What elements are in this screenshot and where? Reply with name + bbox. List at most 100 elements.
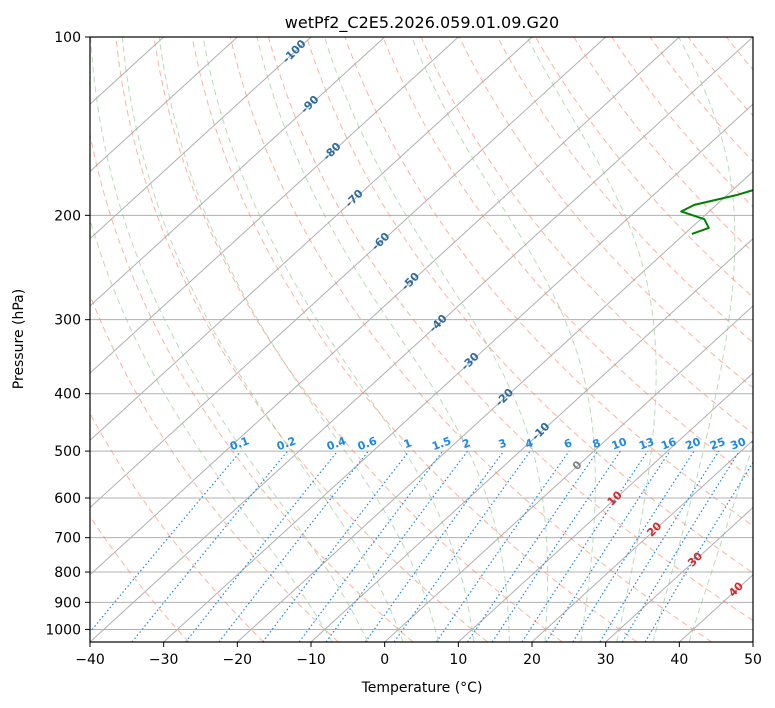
moist-adiabat [256, 37, 510, 642]
mixing-ratio-line [467, 450, 599, 642]
mixing-ratio-line [185, 450, 339, 642]
dry-adiabat [153, 37, 563, 642]
isotherm-line [90, 37, 607, 509]
isotherm-line [90, 37, 680, 576]
dry-adiabat [687, 37, 753, 117]
y-tick-label: 900 [54, 595, 81, 611]
mixing-ratio-line [572, 450, 695, 642]
mixing-ratio-line [621, 450, 740, 642]
axes: −40 −30 −20 −10 0 10 20 30 40 50 1000 900 800 700 600 5… [45, 30, 762, 668]
isotherm-line [90, 37, 238, 173]
mixing-ratio-label: 3 [497, 436, 509, 451]
isotherm-line [90, 37, 386, 307]
moist-adiabat [688, 443, 753, 642]
dry-adiabat [573, 37, 753, 253]
chart-title: wetPf2_C2E5.2026.059.01.09.G20 [285, 13, 559, 33]
dry-adiabat [191, 37, 638, 642]
dry-adiabat [90, 515, 190, 642]
isotherm-line [236, 170, 753, 642]
y-tick-label: 700 [54, 531, 81, 547]
plot-frame [89, 36, 754, 643]
x-tick-label: −10 [296, 652, 326, 668]
moist-adiabat [121, 37, 404, 642]
moist-adiabat [90, 217, 333, 642]
plot-area: 0.1 0.2 0.4 0.6 1 1.5 2 3 4 6 8 10 13 16 20 25 30 36-100-… [90, 37, 775, 642]
mixing-ratio-label: 30 [729, 435, 748, 453]
mixing-ratio-line [491, 450, 621, 642]
y-tick-label: 1000 [45, 622, 81, 638]
isotherm-line [310, 237, 753, 642]
mixing-ratio-label: 2 [461, 436, 473, 451]
mixing-ratio-label: 1 [402, 436, 414, 451]
x-tick-label: 30 [597, 652, 615, 668]
dry-adiabat [268, 37, 753, 622]
dewpoint-line [680, 189, 753, 235]
mixing-ratio-label: 4 [523, 436, 535, 451]
x-tick-label: −30 [149, 652, 179, 668]
mixing-ratio-line [545, 450, 671, 642]
mixing-ratio-line [90, 450, 242, 634]
isotherm-line [605, 506, 753, 642]
x-tick-label: 20 [523, 652, 541, 668]
x-tick-label: 50 [744, 652, 762, 668]
isotherm-line [457, 372, 753, 642]
dry-adiabat [420, 37, 753, 435]
isotherm-line [90, 37, 533, 442]
y-tick-label: 800 [54, 565, 81, 581]
isotherm-line [384, 305, 753, 642]
y-tick-label: 100 [54, 30, 81, 46]
mixing-ratio-line [599, 450, 720, 642]
y-tick-label: 400 [54, 387, 81, 403]
mixing-ratio-line [435, 450, 570, 642]
y-axis-title: Pressure (hPa) [11, 289, 27, 389]
moist-adiabat [411, 37, 596, 642]
x-tick-label: 40 [670, 652, 688, 668]
dry-adiabat [765, 37, 775, 642]
mixing-ratio-label: 0.6 [356, 434, 379, 453]
mixing-ratio-label: 6 [562, 436, 574, 451]
dry-adiabat [229, 37, 712, 642]
mixing-ratio-label: 0.1 [228, 434, 251, 453]
x-tick-label: 10 [449, 652, 467, 668]
isotherm-line [752, 641, 753, 642]
mixing-ratio-line [131, 450, 289, 642]
dry-adiabat [496, 37, 753, 344]
moist-adiabat [202, 37, 475, 642]
y-tick-label: 600 [54, 491, 81, 507]
isotherm-line [531, 439, 753, 642]
mixing-ratio-label: 1.5 [430, 434, 453, 453]
mixing-ratio-label: 10 [610, 435, 629, 453]
moist-adiabat [652, 37, 736, 642]
mixing-ratio-line [325, 450, 469, 642]
mixing-ratio-line [298, 450, 444, 642]
x-axis-title: Temperature (°C) [361, 680, 483, 696]
mixing-ratio-label: 20 [684, 435, 703, 453]
mixing-ratio-line [393, 450, 531, 642]
isotherm-line [90, 37, 459, 374]
mixing-ratio-line [364, 450, 505, 642]
mixing-ratio-line [218, 450, 369, 642]
dry-adiabat [535, 37, 753, 298]
x-tick-label: −20 [223, 652, 253, 668]
isotherm-line [163, 103, 753, 642]
dry-adiabat [649, 37, 753, 163]
dry-adiabat [90, 412, 264, 642]
moist-adiabat [324, 37, 549, 642]
mixing-ratio-label: 0.4 [325, 434, 348, 453]
mixing-ratio-label: 8 [591, 436, 603, 451]
mixing-ratio-label: 25 [708, 435, 727, 452]
isotherm-line [90, 37, 753, 642]
mixing-ratio-label: 0.2 [275, 434, 298, 453]
mixing-ratio-line [521, 450, 649, 642]
mixing-ratio-label: 36 [749, 435, 768, 453]
y-tick-label: 500 [54, 444, 81, 460]
isotherm-line [90, 37, 312, 240]
dry-adiabat [115, 37, 488, 642]
dry-adiabat [344, 37, 753, 527]
dry-adiabat [306, 37, 753, 574]
mixing-ratio-label: 13 [637, 435, 656, 452]
y-tick-label: 200 [54, 208, 81, 224]
dry-adiabat [725, 37, 753, 71]
